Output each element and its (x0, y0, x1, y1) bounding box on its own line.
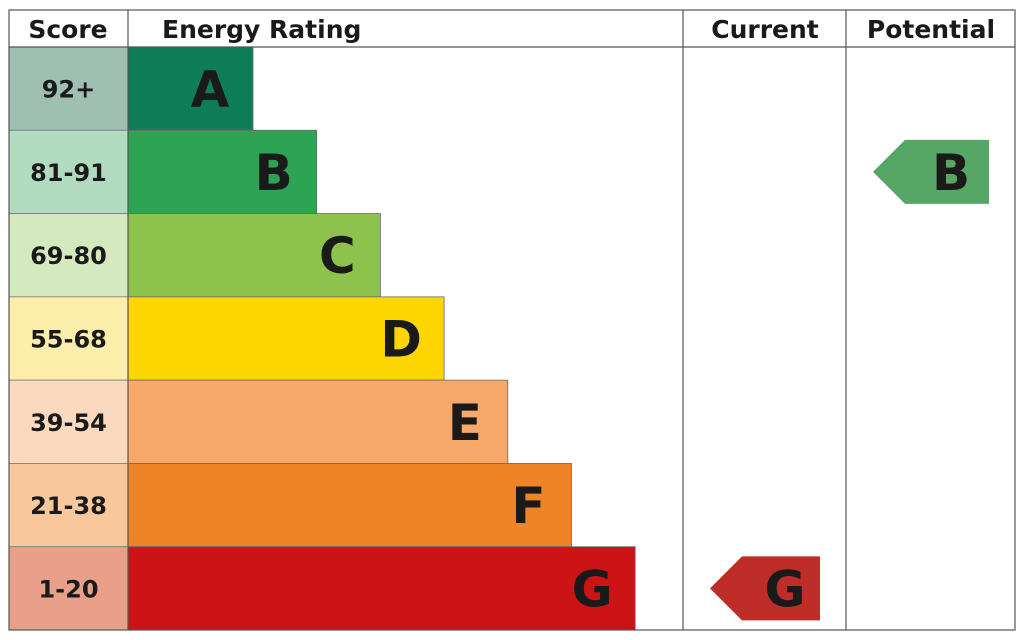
score-range-f: 21-38 (30, 492, 107, 520)
band-bar-g (127, 546, 636, 631)
band-letter-e: E (448, 394, 482, 452)
band-bar-a (127, 46, 254, 131)
rating-bands: 92+ A 81-91 B 69-80 C 55-68 D 39-54 E 21-38 F 1-20 G (8, 46, 636, 631)
score-cell-c (8, 213, 129, 298)
potential-arrow (873, 139, 989, 204)
band-bar-f (127, 463, 572, 548)
rating-arrows: GB (710, 139, 989, 621)
current-arrow (710, 556, 820, 621)
header-current: Current (711, 15, 819, 44)
header-energy-rating: Energy Rating (162, 15, 361, 44)
score-range-g: 1-20 (38, 575, 98, 603)
score-range-e: 39-54 (30, 409, 107, 437)
score-range-a: 92+ (42, 76, 96, 104)
score-cell-g (8, 546, 129, 631)
score-cell-a (8, 46, 129, 131)
chart-grid (8, 9, 1016, 631)
band-bar-b (127, 129, 318, 214)
band-letter-a: A (191, 61, 230, 119)
header-potential: Potential (867, 15, 995, 44)
band-letter-b: B (255, 144, 293, 202)
band-bar-d (127, 296, 445, 381)
score-range-d: 55-68 (30, 326, 107, 354)
band-bar-c (127, 213, 381, 298)
header-score: Score (28, 15, 107, 44)
score-range-c: 69-80 (30, 242, 107, 270)
band-letter-c: C (319, 227, 356, 285)
score-cell-b (8, 129, 129, 214)
current-rating-letter: G (764, 560, 805, 618)
score-range-b: 81-91 (30, 159, 107, 187)
potential-rating-letter: B (932, 144, 970, 202)
band-letter-d: D (380, 311, 422, 369)
band-letter-f: F (511, 477, 545, 535)
band-letter-g: G (572, 560, 613, 618)
band-bar-e (127, 379, 509, 464)
